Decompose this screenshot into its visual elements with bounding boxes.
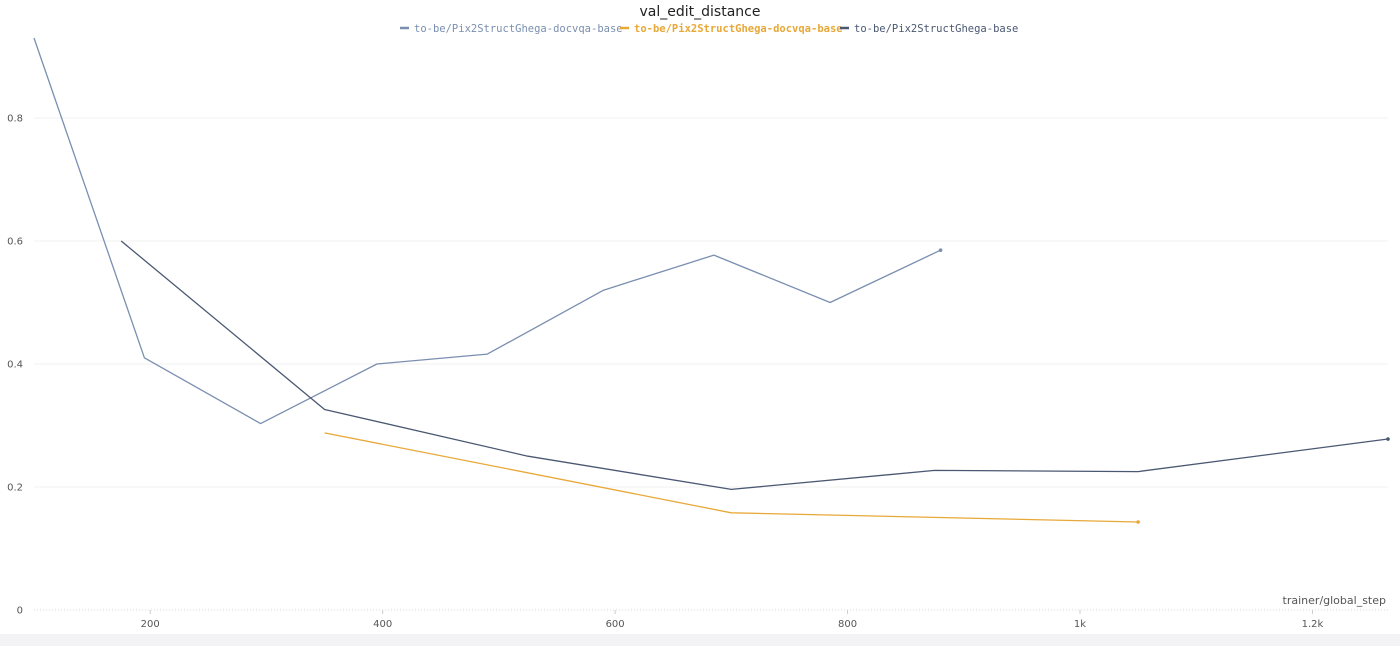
bottom-strip	[0, 634, 1400, 646]
y-tick-label: 0	[17, 606, 23, 617]
series-1	[33, 37, 943, 425]
legend-item-2[interactable]: to-be/Pix2StructGhega-docvqa-base	[620, 23, 843, 35]
chart-title: val_edit_distance	[640, 4, 761, 20]
y-tick-label: 0.8	[7, 113, 23, 124]
y-axis-ticks: 0 0.2 0.4 0.6 0.8	[7, 113, 23, 616]
x-tick-label: 1.2k	[1302, 619, 1324, 630]
legend-label: to-be/Pix2StructGhega-base	[854, 23, 1018, 35]
x-tick-label: 200	[141, 619, 160, 630]
series-line	[324, 432, 1139, 523]
series-end-point	[938, 248, 943, 252]
series-2	[324, 432, 1140, 524]
x-axis-ticks: 200 400 600 800 1k 1.2k	[141, 610, 1324, 630]
y-tick-label: 0.4	[7, 359, 23, 370]
x-tick-label: 1k	[1074, 619, 1086, 630]
legend-item-1[interactable]: to-be/Pix2StructGhega-docvqa-base	[400, 23, 623, 35]
x-axis-title: trainer/global_step	[1283, 594, 1386, 607]
series-end-point	[1386, 437, 1390, 441]
legend-item-3[interactable]: to-be/Pix2StructGhega-base	[840, 23, 1018, 35]
chart-legend: to-be/Pix2StructGhega-docvqa-base to-be/P…	[400, 23, 1018, 35]
series-line	[120, 240, 1389, 491]
x-tick-label: 800	[838, 619, 857, 630]
series-lines	[33, 37, 1390, 524]
legend-label: to-be/Pix2StructGhega-docvqa-base	[634, 23, 843, 35]
x-tick-label: 600	[606, 619, 625, 630]
series-3	[120, 240, 1390, 491]
series-line	[33, 37, 941, 425]
legend-label: to-be/Pix2StructGhega-docvqa-base	[414, 23, 623, 35]
y-tick-label: 0.6	[7, 236, 23, 247]
grid-lines	[34, 117, 1388, 611]
x-tick-label: 400	[373, 619, 392, 630]
series-end-point	[1136, 520, 1140, 524]
y-tick-label: 0.2	[7, 482, 23, 493]
